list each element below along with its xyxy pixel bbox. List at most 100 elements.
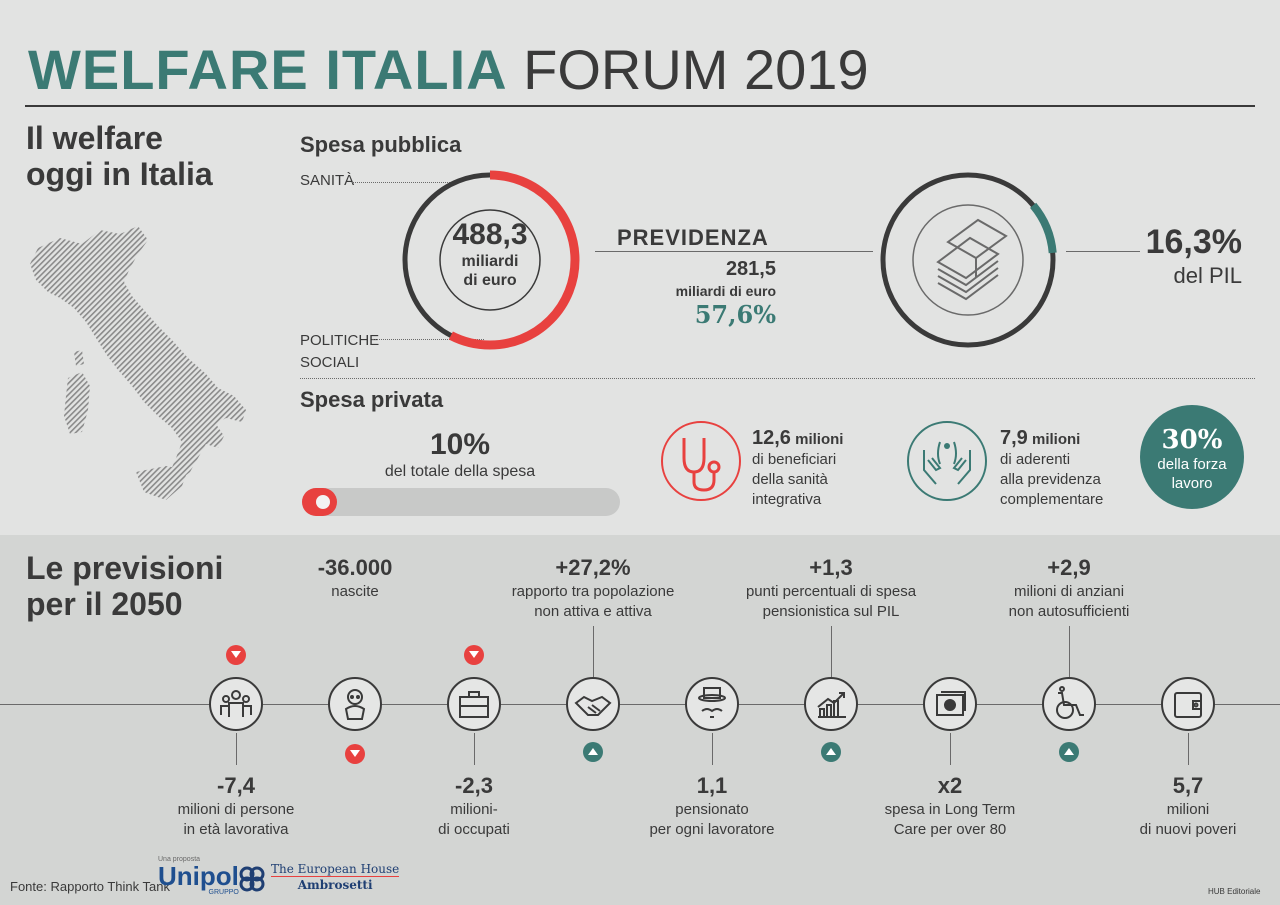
- teha-line1: The European House: [271, 862, 400, 876]
- spesa-pubblica-label: Spesa pubblica: [300, 132, 462, 157]
- forecast-line2: di nuovi poveri: [1139, 821, 1237, 838]
- politiche-line2: SOCIALI: [300, 354, 360, 371]
- forecast-value: 5,7: [1172, 773, 1204, 798]
- chart-up-icon: [804, 677, 858, 731]
- prev-num: 7,9: [1000, 427, 1028, 449]
- forecast-value: -36.000: [317, 555, 393, 580]
- sanita-integrativa-text: 12,6 milioni di beneficiari della sanità…: [752, 428, 843, 510]
- forza-line1: della forza: [1157, 456, 1227, 473]
- forecast-heading: Le previsioni per il 2050: [26, 550, 223, 622]
- sanita-line3: integrativa: [752, 491, 822, 508]
- page-title: WELFARE ITALIA FORUM 2019: [28, 38, 869, 102]
- forecast-connector: [712, 733, 713, 765]
- sanita-line1: di beneficiari: [752, 451, 837, 468]
- spesa-privata-progress: [302, 488, 620, 516]
- forecast-line1: rapporto tra popolazione: [511, 583, 675, 600]
- trend-down-icon: [345, 744, 365, 764]
- forecast-connector: [950, 733, 951, 765]
- title-rule: [25, 105, 1255, 107]
- previdenza-values: 281,5 miliardi di euro 57,6%: [600, 256, 776, 330]
- progress-knob: [315, 495, 330, 509]
- teha-logo: The European House Ambrosetti: [271, 862, 400, 893]
- forecast-value: +1,3: [809, 555, 853, 580]
- forecast-connector: [1188, 733, 1189, 765]
- previdenza-label: PREVIDENZA: [617, 225, 769, 250]
- forecast-value: 1,1: [696, 773, 728, 798]
- spesa-privata-pct: 10%: [429, 428, 491, 461]
- prev-line1: di aderenti: [1000, 451, 1071, 468]
- sanita-unit: milioni: [795, 431, 844, 448]
- forecast-text: -7,4 milioni di persone in età lavorativa: [136, 772, 336, 840]
- today-heading-line2: oggi in Italia: [26, 156, 213, 192]
- trend-down-icon: [226, 645, 246, 665]
- forecast-connector: [474, 733, 475, 765]
- banknotes-icon: [936, 218, 1008, 301]
- forecast-connector: [593, 626, 594, 677]
- forecast-text: 1,1 pensionato per ogni lavoratore: [612, 772, 812, 840]
- forecast-line1: milioni di anziani: [1013, 583, 1125, 600]
- forecast-value: -2,3: [455, 773, 493, 798]
- forecast-line1: milioni di persone: [177, 801, 295, 818]
- wallet-icon: [1161, 677, 1215, 731]
- spesa-privata-pct-label: del totale della spesa: [384, 463, 536, 480]
- politiche-leader-line: [372, 339, 484, 340]
- forecast-value: x2: [937, 773, 963, 798]
- teha-line2: Ambrosetti: [271, 876, 400, 893]
- forecast-text: +2,9 milioni di anziani non autosufficient…: [969, 554, 1169, 622]
- spesa-pubblica-total: 488,3 miliardi di euro: [430, 218, 550, 290]
- forza-lavoro-badge: 30% della forza lavoro: [1140, 405, 1244, 509]
- forecast-line2: Care per over 80: [893, 821, 1007, 838]
- forecast-line2: non attiva e attiva: [534, 603, 652, 620]
- sanita-line2: della sanità: [752, 471, 828, 488]
- forecast-text: -36.000 nascite: [255, 554, 455, 602]
- forecast-line1: spesa in Long Term: [884, 801, 1016, 818]
- unipol-small: Una proposta: [158, 856, 201, 863]
- hands-icon: [907, 421, 987, 501]
- title-bold: WELFARE ITALIA: [28, 38, 508, 101]
- title-light: FORUM 2019: [523, 38, 869, 101]
- forecast-line2: di occupati: [438, 821, 510, 838]
- unipol-sub: GRUPPO: [208, 889, 239, 896]
- unipol-logo: Una proposta Unipol GRUPPO: [158, 856, 239, 896]
- handshake-icon: [566, 677, 620, 731]
- forecast-connector: [236, 733, 237, 765]
- forecast-heading-line1: Le previsioni: [26, 550, 224, 586]
- forecast-text: -2,3 milioni-di occupati: [374, 772, 574, 840]
- forecast-text: +1,3 punti percentuali di spesa pensionist…: [731, 554, 931, 622]
- forecast-connector: [1069, 626, 1070, 677]
- forecast-line1: punti percentuali di spesa: [745, 583, 917, 600]
- people-icon: [209, 677, 263, 731]
- trend-up-icon: [821, 742, 841, 762]
- pil-value: 16,3%: [1145, 223, 1242, 261]
- forecast-connector: [831, 626, 832, 677]
- previdenza-value: 281,5: [725, 258, 776, 280]
- forza-line2: lavoro: [1171, 475, 1213, 492]
- forecast-line1: pensionato: [675, 801, 749, 818]
- previdenza-complementare-text: 7,9 milioni di aderenti alla previdenza …: [1000, 428, 1103, 510]
- forza-pct: 30%: [1161, 425, 1223, 455]
- pil-values: 16,3% del PIL: [1110, 222, 1242, 290]
- today-heading: Il welfare oggi in Italia: [26, 120, 213, 192]
- section-divider: [300, 378, 1255, 379]
- forecast-line1: milioni-: [450, 801, 498, 818]
- forecast-line2: in età lavorativa: [183, 821, 289, 838]
- total-unit-line1: miliardi: [461, 253, 519, 270]
- previdenza-rule: [595, 251, 873, 252]
- teha-logo-icon: [239, 866, 265, 892]
- previdenza-unit: miliardi di euro: [675, 283, 776, 299]
- forecast-value: -7,4: [217, 773, 255, 798]
- briefcase-icon: [447, 677, 501, 731]
- sanita-label: SANITÀ: [300, 172, 355, 189]
- trend-up-icon: [583, 742, 603, 762]
- pil-ring: [879, 171, 1057, 349]
- previdenza-pct: 57,6%: [694, 300, 776, 329]
- politiche-label: POLITICHE SOCIALI: [300, 330, 379, 374]
- pil-label: del PIL: [1173, 263, 1243, 288]
- prev-line3: complementare: [1000, 491, 1104, 508]
- sanita-leader-line: [352, 182, 452, 183]
- spesa-privata-label: Spesa privata: [300, 387, 444, 412]
- forecast-text: x2 spesa in Long Term Care per over 80: [850, 772, 1050, 840]
- prev-unit: milioni: [1031, 431, 1081, 448]
- forecast-line1: nascite: [331, 583, 379, 600]
- forecast-line2: pensionistica sul PIL: [762, 603, 900, 620]
